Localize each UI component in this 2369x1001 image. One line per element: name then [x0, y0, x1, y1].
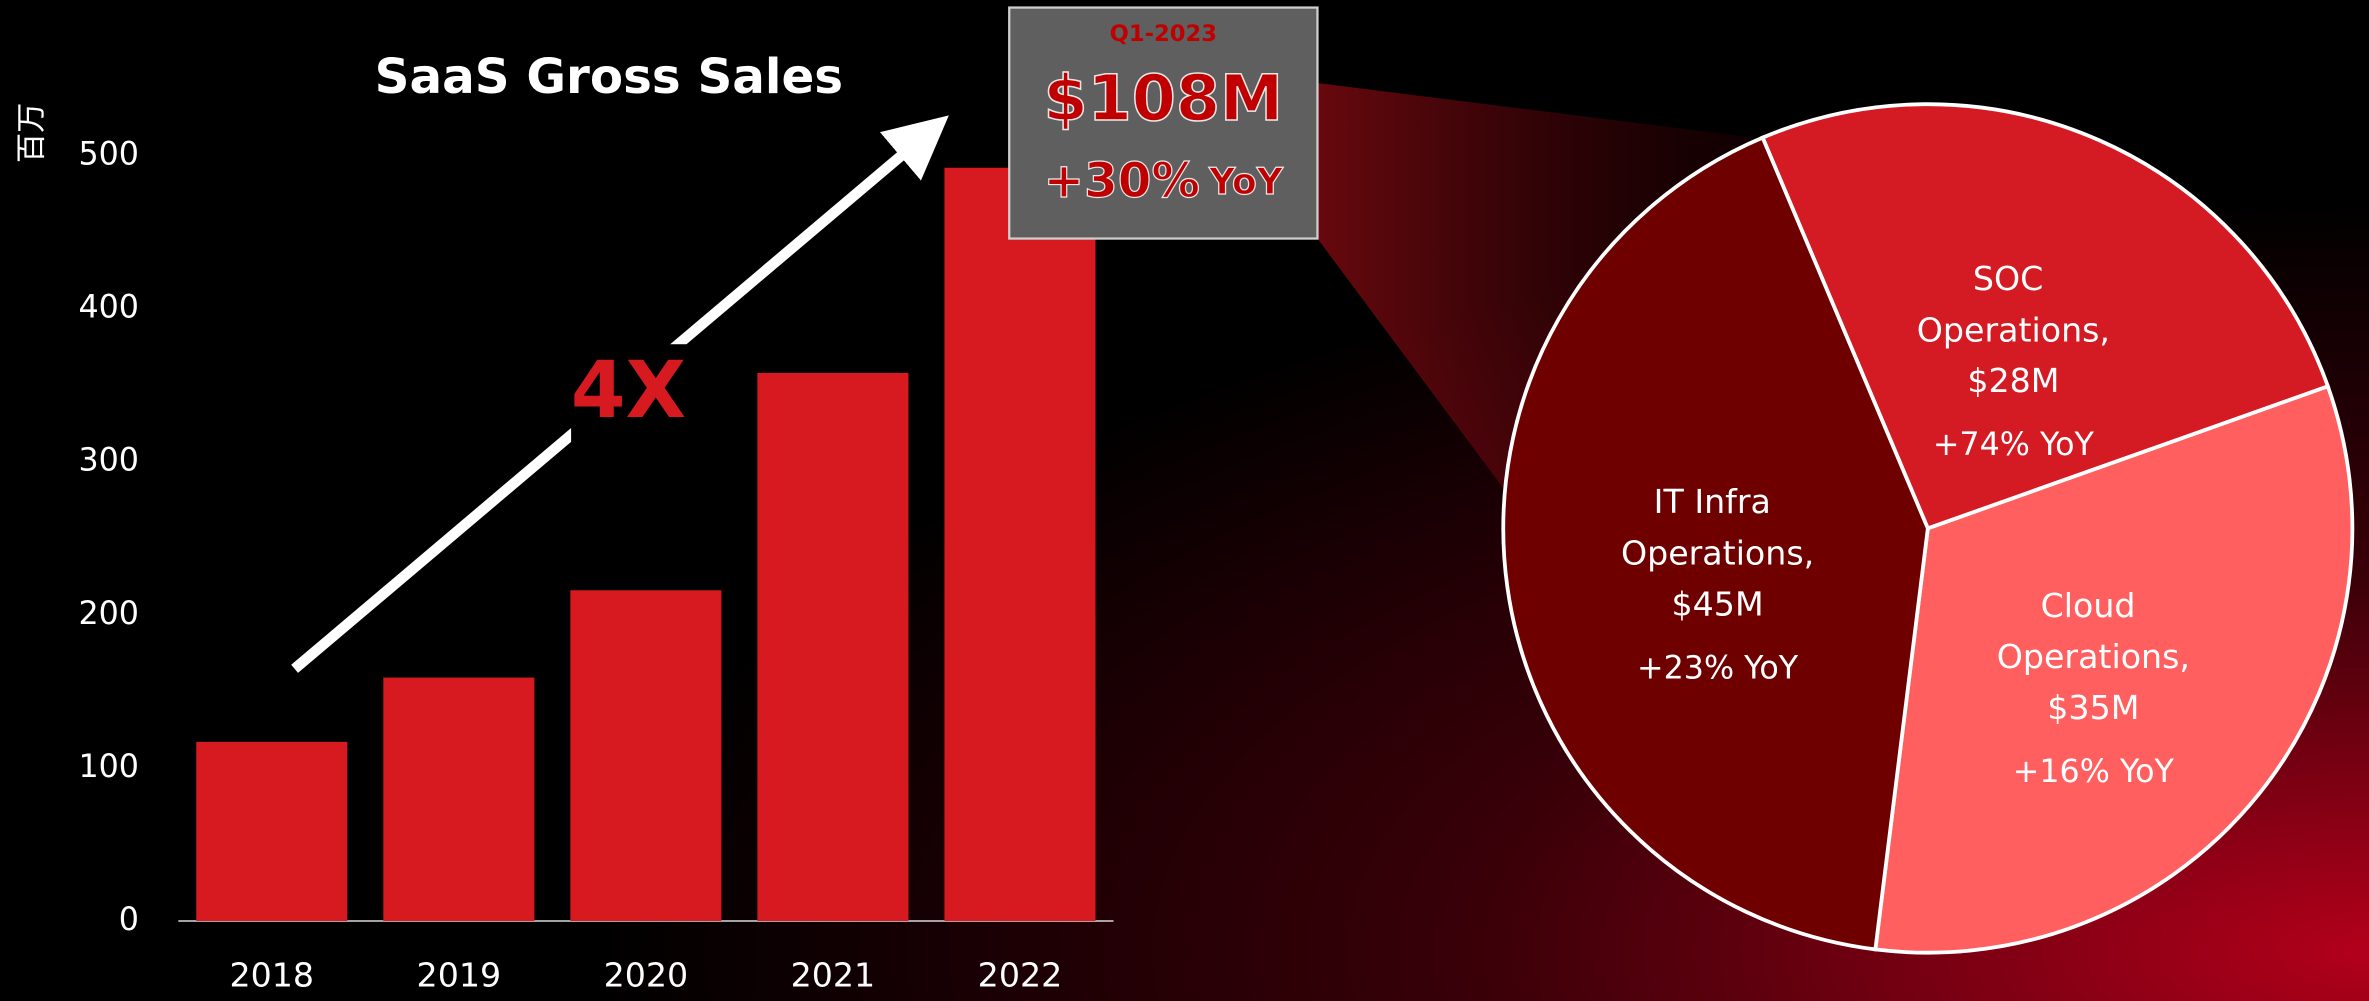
callout-period: Q1-2023 [1110, 21, 1217, 47]
x-tick-label: 2018 [230, 955, 315, 994]
pie-slice [1873, 383, 2355, 955]
annotation-backdrop [571, 344, 689, 444]
slice-growth-label: +74% YoY [1933, 427, 2095, 463]
highlight-beam [1317, 83, 1765, 499]
y-axis-label: 百万 [15, 103, 50, 163]
slice-label-line: Cloud [2041, 585, 2146, 624]
x-tick-label: 2022 [978, 955, 1063, 994]
y-tick-label: 500 [78, 137, 139, 173]
y-tick-label: 400 [78, 290, 139, 326]
y-tick-label: 100 [78, 749, 139, 785]
x-tick-label: 2021 [791, 955, 876, 994]
bar [383, 677, 535, 921]
x-tick-label: 2019 [417, 955, 502, 994]
slice-label-line: Operations, [1997, 637, 2190, 676]
slice-label-line: IT Infra [1654, 482, 1782, 521]
bar [757, 372, 909, 921]
slice-growth-label: +16% YoY [2013, 754, 2175, 790]
slice-label: Cloud Operations, [1997, 585, 2190, 675]
pie-chart: SOC Operations, $28M +74% YoY Cloud Operati… [1501, 102, 2355, 955]
bar [196, 741, 348, 921]
y-tick-label: 200 [78, 596, 139, 632]
pie-slice [1501, 135, 1930, 952]
bar [570, 590, 722, 921]
y-tick-label: 300 [78, 443, 139, 479]
y-tick-label: 0 [119, 902, 139, 938]
callout-box [1008, 6, 1319, 240]
slice-value-label: $45M [1672, 584, 1764, 623]
bar [944, 167, 1096, 921]
slice-label: IT Infra Operations, [1621, 482, 1814, 572]
slice-label-line: SOC [1973, 258, 2054, 297]
annotation: 4X [571, 344, 686, 436]
pie-slice [1760, 102, 2331, 531]
bar-chart: 0 100 200 300 400 500 2018 2019 2020 2021 2022 [78, 137, 1096, 994]
slice-value-label: $35M [2047, 688, 2139, 727]
callout-growth-unit: YoY [1208, 160, 1284, 203]
x-tick-label: 2020 [604, 955, 689, 994]
callout-growth: +30% YoY [1044, 153, 1284, 209]
slice-value-label: $28M [1967, 361, 2059, 400]
chart-title: SaaS Gross Sales [375, 49, 843, 105]
slice-label-line: Operations, [1917, 310, 2110, 349]
slice-label-line: Operations, [1621, 533, 1814, 572]
callout-value: $108M [1043, 61, 1283, 135]
slice-label: SOC Operations, [1917, 258, 2110, 348]
callout-growth-value: +30% [1044, 153, 1200, 209]
slice-growth-label: +23% YoY [1637, 650, 1799, 686]
